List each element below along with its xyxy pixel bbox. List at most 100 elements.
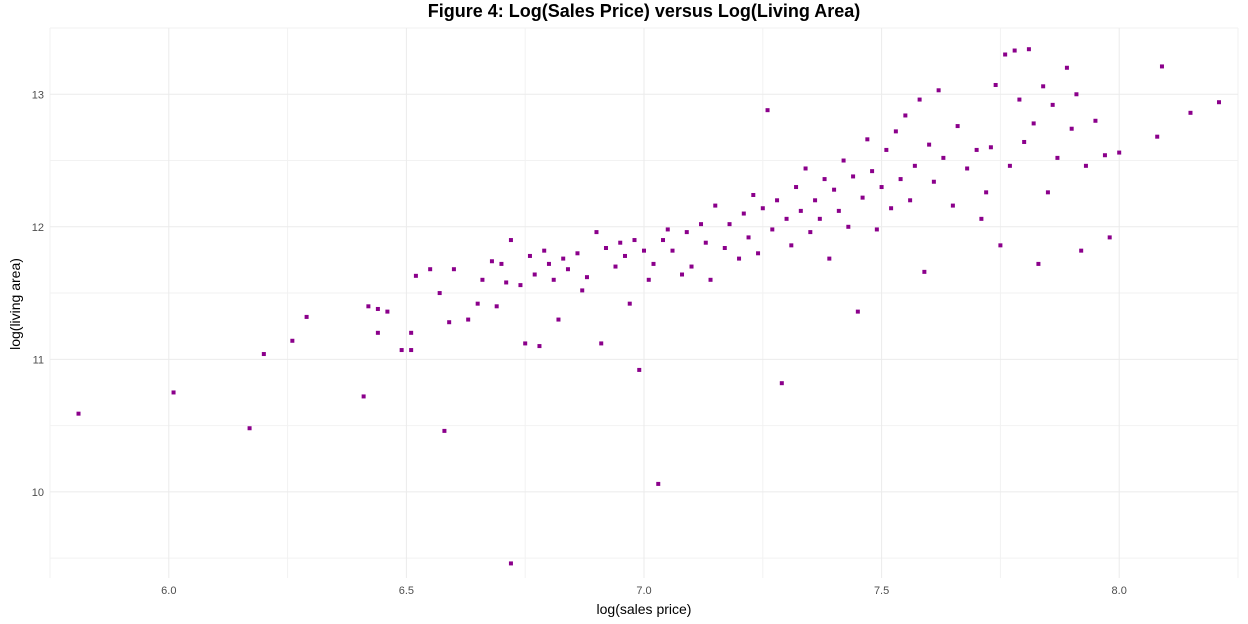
data-point xyxy=(827,256,832,261)
data-point xyxy=(689,264,694,269)
data-point xyxy=(908,198,913,203)
data-point xyxy=(1093,118,1098,123)
data-point xyxy=(936,88,941,93)
data-point xyxy=(651,261,656,266)
data-point xyxy=(860,195,865,200)
x-axis-ticks: 6.0 6.5 7.0 7.5 8.0 xyxy=(161,585,1127,597)
data-point xyxy=(409,348,414,353)
data-point xyxy=(661,238,666,243)
data-point xyxy=(580,288,585,293)
data-point xyxy=(542,248,547,253)
data-point xyxy=(627,301,632,306)
data-point xyxy=(442,428,447,433)
data-point xyxy=(912,163,917,168)
data-point xyxy=(413,273,418,278)
data-point xyxy=(836,208,841,213)
x-tick-label: 6.0 xyxy=(161,585,176,597)
data-point xyxy=(889,206,894,211)
data-point xyxy=(447,320,452,325)
data-point xyxy=(451,267,456,272)
data-point xyxy=(385,309,390,314)
y-axis-label: log(living area) xyxy=(7,258,23,350)
data-point xyxy=(922,269,927,274)
data-point xyxy=(247,426,252,431)
x-axis-label: log(sales price) xyxy=(597,601,692,617)
x-tick-label: 8.0 xyxy=(1112,585,1127,597)
data-point xyxy=(171,390,176,395)
data-point xyxy=(556,317,561,322)
data-point xyxy=(699,222,704,227)
data-point xyxy=(1003,52,1008,57)
data-point xyxy=(1041,84,1046,89)
data-point xyxy=(1017,97,1022,102)
data-point xyxy=(741,211,746,216)
data-point xyxy=(1031,121,1036,126)
data-point xyxy=(851,174,856,179)
data-point xyxy=(565,267,570,272)
data-point xyxy=(466,317,471,322)
data-point xyxy=(1026,47,1031,52)
data-point xyxy=(979,216,984,221)
data-point xyxy=(751,192,756,197)
data-point xyxy=(622,253,627,258)
chart-title: Figure 4: Log(Sales Price) versus Log(Li… xyxy=(428,1,860,21)
data-point xyxy=(523,341,528,346)
data-point xyxy=(656,481,661,486)
x-tick-label: 6.5 xyxy=(399,585,414,597)
data-point xyxy=(879,185,884,190)
data-point xyxy=(1188,110,1193,115)
data-point xyxy=(684,230,689,235)
data-point xyxy=(893,129,898,134)
data-point xyxy=(746,235,751,240)
data-point xyxy=(527,253,532,258)
data-point xyxy=(927,142,932,147)
data-point xyxy=(775,198,780,203)
data-point xyxy=(584,275,589,280)
data-point xyxy=(546,261,551,266)
data-point xyxy=(537,344,542,349)
data-point xyxy=(779,381,784,386)
data-point xyxy=(366,304,371,309)
data-point xyxy=(1050,102,1055,107)
data-point xyxy=(832,187,837,192)
data-point xyxy=(789,243,794,248)
data-point xyxy=(798,208,803,213)
data-point xyxy=(508,238,513,243)
data-point xyxy=(722,246,727,250)
data-point xyxy=(737,256,742,261)
data-point xyxy=(931,179,936,184)
data-point xyxy=(813,198,818,203)
data-point xyxy=(409,330,414,335)
data-point xyxy=(1155,134,1160,139)
data-point xyxy=(1012,48,1017,53)
data-point xyxy=(1022,139,1027,144)
data-point xyxy=(518,283,523,288)
data-point xyxy=(1079,248,1084,253)
data-point xyxy=(784,216,789,221)
data-point xyxy=(304,314,309,319)
data-point xyxy=(846,224,851,229)
data-point xyxy=(865,137,870,142)
data-point xyxy=(898,177,903,182)
data-point xyxy=(703,240,708,245)
data-point xyxy=(884,147,889,152)
data-point xyxy=(561,256,566,261)
data-point xyxy=(727,222,732,227)
data-point xyxy=(870,169,875,174)
data-point xyxy=(760,206,765,211)
data-point xyxy=(428,267,433,272)
data-point xyxy=(855,309,860,314)
data-point xyxy=(984,190,989,195)
data-point xyxy=(965,166,970,171)
data-point xyxy=(637,367,642,372)
data-point xyxy=(1036,261,1041,266)
data-point xyxy=(794,185,799,190)
data-point xyxy=(713,203,718,208)
data-point xyxy=(670,248,675,253)
data-point xyxy=(1216,100,1221,105)
data-point xyxy=(808,230,813,235)
data-point xyxy=(551,277,556,282)
data-point xyxy=(290,338,295,343)
data-point xyxy=(599,341,604,346)
